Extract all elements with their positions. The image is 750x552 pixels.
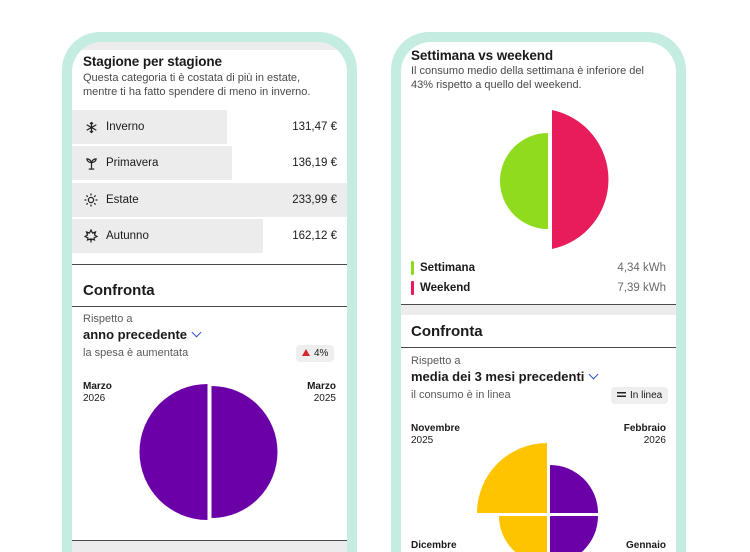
snowflake-icon — [76, 121, 106, 134]
chevron-down-icon — [191, 327, 202, 338]
phone-frame-right: Settimana vs weekend Il consumo medio de… — [391, 32, 686, 552]
month-label-top-left: Novembre 2025 — [411, 423, 460, 447]
slice-dicembre — [499, 516, 547, 552]
status-badge-label: In linea — [630, 390, 663, 401]
season-row-primavera: Primavera 136,19 € — [72, 146, 347, 180]
phone-frame-left: Stagione per stagione Questa categoria t… — [62, 32, 357, 552]
legend-name: Weekend — [420, 282, 471, 294]
season-row-autunno: Autunno 162,12 € — [72, 219, 347, 253]
status-text: la spesa è aumentata — [83, 347, 189, 359]
sprout-icon — [76, 157, 106, 170]
compare-pie-right — [477, 443, 598, 552]
status-badge: In linea — [611, 387, 669, 404]
period-selector-label: media dei 3 mesi precedenti — [411, 369, 585, 384]
month-name: Febbraio — [623, 423, 666, 434]
month-label-bottom-left: Dicembre — [411, 540, 457, 552]
period-selector[interactable]: anno precedente — [83, 327, 202, 342]
compare-pie-left — [139, 384, 278, 520]
compare-heading: Confronta — [83, 282, 155, 299]
chevron-down-icon — [588, 369, 599, 380]
change-badge: 4% — [296, 345, 335, 362]
month-label-top-right: Febbraio 2026 — [624, 423, 666, 447]
compare-heading: Confronta — [411, 323, 483, 340]
legend-name: Settimana — [420, 262, 475, 274]
previous-half — [211, 386, 278, 518]
section-separator — [401, 305, 676, 315]
month-name: Novembre — [411, 423, 460, 434]
season-name: Primavera — [106, 157, 159, 169]
previous-period-label: Marzo 2025 — [307, 381, 336, 405]
season-value: 233,99 € — [292, 194, 337, 206]
section-divider — [72, 264, 347, 265]
legend-value: 7,39 kWh — [617, 282, 666, 294]
season-name: Estate — [106, 194, 139, 206]
section-divider — [401, 304, 676, 305]
legend-item-settimana: Settimana 4,34 kWh — [411, 260, 666, 276]
legend-swatch — [411, 261, 414, 275]
season-value: 162,12 € — [292, 230, 337, 242]
current-period-label: Marzo 2026 — [83, 381, 112, 405]
respect-label: Rispetto a — [83, 313, 133, 325]
weekly-title: Settimana vs weekend — [411, 48, 554, 63]
season-bar-primavera — [72, 146, 232, 180]
previous-period-month: Marzo — [307, 381, 336, 392]
section-divider — [72, 306, 347, 307]
top-separator — [72, 42, 347, 50]
month-name: Gennaio — [625, 540, 666, 551]
slice-febbraio — [550, 465, 598, 513]
month-year: 2025 — [411, 435, 434, 446]
legend-item-weekend: Weekend 7,39 kWh — [411, 280, 666, 296]
legend-value: 4,34 kWh — [617, 262, 666, 274]
slice-gennaio — [550, 516, 598, 552]
season-bar-autunno — [72, 219, 263, 253]
screen-right: Settimana vs weekend Il consumo medio de… — [401, 42, 676, 552]
weekly-subtitle-line2: 43% rispetto a quello del weekend. — [411, 79, 582, 91]
current-period-year: 2026 — [83, 393, 106, 404]
season-value: 136,19 € — [292, 157, 337, 169]
section-divider — [72, 540, 347, 541]
month-name: Dicembre — [411, 540, 457, 551]
weekday-half — [500, 133, 548, 229]
screen-left: Stagione per stagione Questa categoria t… — [72, 42, 347, 552]
status-text: il consumo è in linea — [411, 389, 511, 401]
previous-period-year: 2025 — [313, 393, 336, 404]
change-badge-value: 4% — [314, 348, 329, 359]
period-selector[interactable]: media dei 3 mesi precedenti — [411, 369, 599, 384]
bottom-separator — [72, 541, 347, 552]
season-name: Autunno — [106, 230, 149, 242]
season-title: Stagione per stagione — [83, 54, 222, 69]
equals-icon — [617, 390, 626, 401]
season-value: 131,47 € — [292, 121, 337, 133]
season-bar-inverno — [72, 110, 227, 144]
weekly-subtitle-line1: Il consumo medio della settimana è infer… — [411, 65, 644, 77]
current-period-month: Marzo — [83, 381, 112, 392]
weekly-pie — [500, 110, 609, 249]
season-subtitle-line2: mentre ti ha fatto spendere di meno in i… — [83, 86, 311, 98]
month-label-bottom-right: Gennaio — [626, 540, 666, 552]
legend-swatch — [411, 281, 414, 295]
period-selector-label: anno precedente — [83, 327, 188, 342]
section-divider — [401, 347, 676, 348]
season-row-inverno: Inverno 131,47 € — [72, 110, 347, 144]
season-row-estate: Estate 233,99 € — [72, 183, 347, 217]
leaf-icon — [76, 229, 106, 243]
arrow-up-icon — [302, 348, 310, 359]
season-bar-estate — [72, 183, 347, 217]
month-year: 2026 — [643, 435, 666, 446]
sun-icon — [76, 193, 106, 207]
slice-novembre — [477, 443, 547, 513]
season-subtitle-line1: Questa categoria ti è costata di più in … — [83, 72, 301, 84]
season-name: Inverno — [106, 121, 145, 133]
weekend-half — [552, 110, 609, 249]
current-half — [139, 384, 208, 520]
respect-label: Rispetto a — [411, 355, 461, 367]
